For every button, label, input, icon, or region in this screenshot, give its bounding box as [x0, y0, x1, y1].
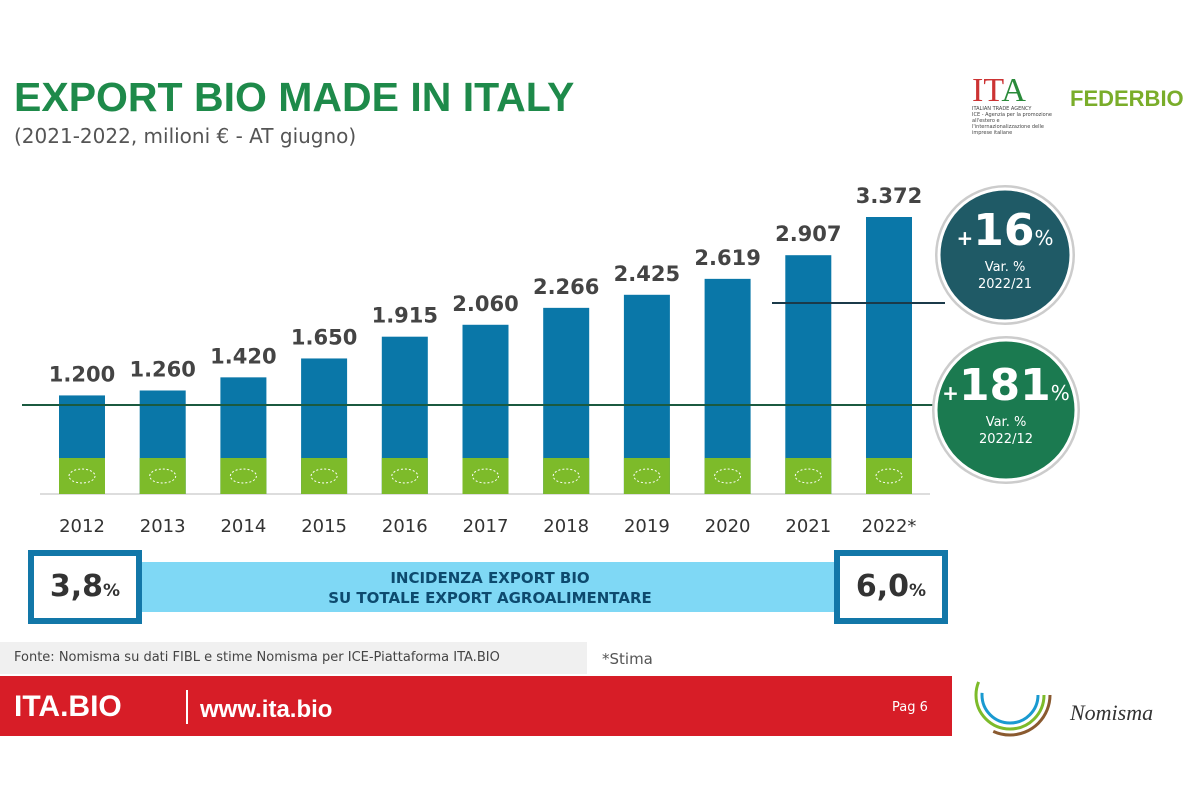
- page-title: EXPORT BIO MADE IN ITALY: [14, 74, 575, 120]
- eu-organic-leaf-icon: [59, 458, 105, 494]
- website-link[interactable]: www.ita.bio: [200, 696, 333, 723]
- variation-value: +181%: [942, 360, 1070, 411]
- estimate-note: *Stima: [602, 650, 653, 668]
- eu-organic-leaf-icon: [785, 458, 832, 494]
- leaf-outline: [391, 468, 419, 484]
- bar-chart: 1.200 2012 1.260 2013 1.420 2014 1.650 2015 1.91…: [22, 184, 1080, 537]
- eu-organic-leaf-icon: [623, 458, 670, 494]
- bar-2022*: [866, 217, 912, 494]
- variation-period: 2022/12: [979, 432, 1033, 447]
- divider: [186, 690, 188, 724]
- eu-organic-leaf-icon: [220, 458, 267, 494]
- leaf-outline: [310, 468, 338, 484]
- variation-badge: [934, 338, 1078, 482]
- data-label: 3.372: [856, 184, 922, 208]
- year-label: 2017: [463, 516, 509, 537]
- year-label: 2018: [543, 516, 589, 537]
- eu-organic-leaf-icon: [462, 458, 509, 494]
- year-label: 2021: [785, 516, 831, 537]
- subtitle: (2021-2022, milioni € - AT giugno): [14, 124, 357, 148]
- ita-logo: ITA ITALIAN TRADE AGENCY ICE - Agenzia per…: [972, 72, 1052, 137]
- federbio-logo: FEDERBIO: [1070, 86, 1184, 111]
- variation-badge: [937, 187, 1073, 323]
- data-label: 2.425: [614, 262, 680, 286]
- leaf-outline: [229, 468, 257, 484]
- leaf-outline: [149, 468, 177, 484]
- eu-organic-leaf-icon: [704, 458, 751, 494]
- incidenza-start-box: 3,8%: [28, 550, 142, 624]
- leaf-outline: [875, 468, 903, 484]
- leaf-outline: [68, 468, 96, 484]
- eu-organic-leaf-icon: [301, 458, 348, 494]
- data-label: 2.907: [775, 222, 841, 246]
- year-label: 2013: [140, 516, 186, 537]
- eu-organic-leaf-icon: [866, 458, 912, 494]
- incidenza-band: INCIDENZA EXPORT BIO SU TOTALE EXPORT AGR…: [140, 562, 840, 612]
- variation-value: +16%: [956, 205, 1053, 256]
- year-label: 2022*: [862, 516, 917, 537]
- incidenza-end-box: 6,0%: [834, 550, 948, 624]
- data-label: 2.060: [452, 292, 518, 316]
- eu-organic-leaf-icon: [139, 458, 186, 494]
- data-label: 1.650: [291, 325, 357, 349]
- bio-circle-logo: [968, 653, 1052, 737]
- variation-period: 2022/21: [978, 277, 1032, 292]
- footer-bar: ITA.BIO www.ita.bio Pag 6: [0, 676, 952, 736]
- eu-organic-leaf-icon: [381, 458, 428, 494]
- data-label: 1.420: [210, 344, 276, 368]
- leaf-outline: [472, 468, 499, 484]
- year-label: 2014: [220, 516, 266, 537]
- leaf-outline: [794, 468, 822, 484]
- variation-label: Var. %: [985, 260, 1026, 275]
- data-label: 1.260: [129, 357, 195, 381]
- leaf-outline: [552, 468, 580, 484]
- year-label: 2016: [382, 516, 428, 537]
- source-note: Fonte: Nomisma su dati FIBL e stime Nomi…: [0, 642, 587, 674]
- eu-organic-leaf-icon: [543, 458, 590, 494]
- year-label: 2015: [301, 516, 347, 537]
- data-label: 1.915: [372, 304, 438, 328]
- year-label: 2012: [59, 516, 105, 537]
- bar-2021: [785, 255, 832, 494]
- nomisma-logo: Nomisma: [1070, 700, 1154, 725]
- itabio-logo: ITA.BIO: [14, 690, 122, 723]
- data-label: 2.619: [694, 246, 760, 270]
- leaf-outline: [633, 468, 661, 484]
- variation-label: Var. %: [986, 415, 1027, 430]
- year-label: 2020: [705, 516, 751, 537]
- page-number: Pag 6: [892, 700, 928, 715]
- data-label: 2.266: [533, 275, 599, 299]
- data-label: 1.200: [49, 362, 115, 386]
- leaf-outline: [714, 468, 742, 484]
- year-label: 2019: [624, 516, 670, 537]
